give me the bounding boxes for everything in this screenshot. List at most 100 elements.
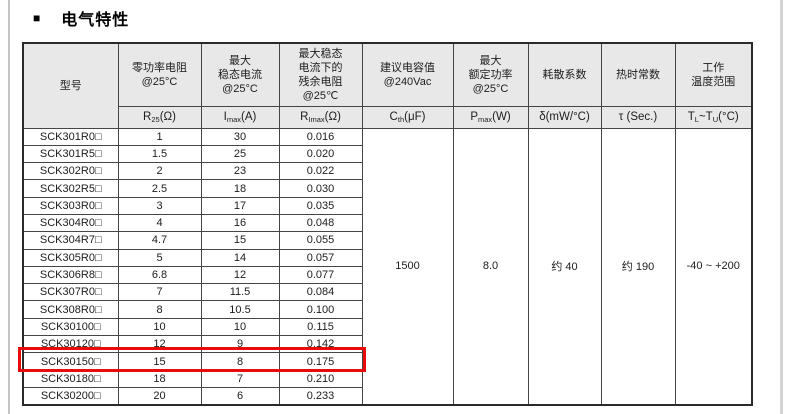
page-left-edge <box>8 0 10 414</box>
cell-model: SCK301R5□ <box>22 144 119 164</box>
cell-model: SCK303R0□ <box>22 196 119 215</box>
cell-rimax: 0.048 <box>278 213 363 233</box>
symbol-text: C <box>389 111 398 123</box>
header-line: 工作 <box>702 61 725 74</box>
table-row: SCK307R0□ 7 11.5 0.084 <box>22 283 752 302</box>
symbol-text: (W) <box>492 111 511 123</box>
table-row: SCK304R0□ 4 16 0.048 <box>22 213 752 233</box>
cell-model: SCK30100□ <box>22 317 119 337</box>
cell-r25: 2 <box>117 162 202 181</box>
header-row-symbols: R25(Ω) Imax(A) R Imax (Ω) Cth(μF) Pmax(W) δ(mW/… <box>23 105 753 129</box>
cell-r25: 4.7 <box>117 231 202 250</box>
cell-model: SCK301R0□ <box>22 127 119 146</box>
cell-r25: 2.5 <box>117 179 202 198</box>
table-row: SCK301R5□ 1.5 25 0.020 <box>22 144 752 164</box>
column-header-r25: 零功率电阻 @25°C <box>117 42 202 107</box>
cell-rimax: 0.100 <box>278 300 363 319</box>
column-header-tau: 热时常数 <box>600 42 676 107</box>
header-line: @240Vac <box>383 75 432 88</box>
cell-r25: 6.8 <box>117 265 202 285</box>
cell-r25: 15 <box>117 352 202 371</box>
merged-cell-delta: 约 40 <box>527 127 602 406</box>
header-line: 最大 <box>479 54 502 67</box>
cell-model: SCK307R0□ <box>22 283 119 302</box>
cell-model: SCK30120□ <box>22 335 119 354</box>
cell-model: SCK305R0□ <box>22 248 119 267</box>
table-row: SCK301R0□ 1 30 0.016 1500 8.0 约 40 约 190 -40 ~ +… <box>22 127 753 406</box>
cell-imax: 10 <box>200 317 280 337</box>
cell-r25: 5 <box>117 248 202 267</box>
table-row: SCK308R0□ 8 10.5 0.100 <box>22 300 752 319</box>
symbol-text: ~T <box>698 111 713 123</box>
header-line: 稳态电流 <box>218 68 262 81</box>
header-line: @25°C <box>141 75 178 88</box>
column-header-delta: 耗散系数 <box>527 42 602 107</box>
section-title: ■ 电气特性 <box>33 6 129 30</box>
table-row: SCK306R8□ 6.8 12 0.077 <box>22 265 752 285</box>
symbol-text: τ (Sec.) <box>618 111 658 123</box>
table-row: SCK302R5□ 2.5 18 0.030 <box>22 179 752 198</box>
section-bullet-icon: ■ <box>33 11 41 25</box>
header-line: @25°C <box>472 82 509 95</box>
cell-rimax: 0.115 <box>278 317 363 337</box>
table-row: SCK30200□ 20 6 0.233 <box>22 386 752 406</box>
symbol-subscript: L <box>694 115 699 124</box>
cell-imax: 15 <box>200 231 280 250</box>
cell-rimax: 0.142 <box>278 335 363 354</box>
column-symbol-imax: Imax(A) <box>200 105 280 129</box>
table-head: 型号 零功率电阻 @25°C 最大 稳态电流 @25°C 最大稳态 电流下的 残余电阻 @25℃ 建… <box>22 42 753 129</box>
column-symbol-tau: τ (Sec.) <box>600 105 676 129</box>
header-line: 耗散系数 <box>542 68 587 81</box>
cell-rimax: 0.020 <box>278 144 363 164</box>
table-row: SCK30100□ 10 10 0.115 <box>22 317 752 337</box>
symbol-subscript: th <box>397 115 405 124</box>
header-line: 零功率电阻 <box>132 61 187 74</box>
cell-imax: 6 <box>200 386 280 406</box>
cell-rimax: 0.233 <box>278 386 363 406</box>
cell-imax: 9 <box>200 335 280 354</box>
merged-cell-pmax: 8.0 <box>452 127 529 406</box>
header-line: @25°C <box>222 82 258 95</box>
symbol-text: I <box>223 111 227 123</box>
symbol-text: (°C) <box>718 111 739 123</box>
symbol-text: (μF) <box>404 111 426 123</box>
cell-r25: 18 <box>117 369 202 388</box>
header-line: 热时常数 <box>616 68 660 81</box>
column-symbol-r25: R25(Ω) <box>117 105 202 129</box>
cell-imax: 18 <box>200 179 280 198</box>
cell-imax: 16 <box>200 213 280 233</box>
cell-rimax: 0.016 <box>278 127 363 146</box>
symbol-text: R <box>300 111 309 123</box>
cell-model: SCK302R0□ <box>22 162 119 181</box>
symbol-text: R <box>143 111 152 123</box>
merged-cell-trange: -40 ~ +200 <box>674 127 753 406</box>
column-header-imax: 最大 稳态电流 @25°C <box>200 42 280 107</box>
header-row-titles: 型号 零功率电阻 @25°C 最大 稳态电流 @25°C 最大稳态 电流下的 残余电阻 @25℃ 建… <box>22 42 753 129</box>
table-body: SCK301R0□ 1 30 0.016 1500 8.0 约 40 约 190 -40 ~ +… <box>22 127 753 406</box>
header-line: 温度范围 <box>691 75 736 88</box>
symbol-text: (Ω) <box>159 111 176 123</box>
symbol-text: P <box>470 111 478 123</box>
cell-imax: 7 <box>200 369 280 388</box>
merged-cell-cth: 1500 <box>361 127 454 406</box>
header-line: @25℃ <box>302 89 339 102</box>
header-line: 额定功率 <box>468 68 513 81</box>
column-symbol-pmax: Pmax(W) <box>452 105 529 129</box>
cell-rimax: 0.057 <box>278 248 363 267</box>
symbol-subscript: max <box>226 115 242 124</box>
cell-rimax: 0.077 <box>278 265 363 285</box>
symbol-text: T <box>687 111 695 123</box>
symbol-text: (A) <box>241 111 257 123</box>
cell-r25: 1 <box>117 127 202 146</box>
column-symbol-delta: δ(mW/°C) <box>527 105 602 129</box>
symbol-text: (Ω) <box>324 111 341 123</box>
cell-model: SCK30150□ <box>22 352 119 371</box>
cell-r25: 20 <box>117 386 202 406</box>
column-header-rimax: 最大稳态 电流下的 残余电阻 @25℃ <box>278 42 363 107</box>
header-line: 残余电阻 <box>298 75 343 88</box>
header-line: 电流下的 <box>298 61 343 74</box>
symbol-text: δ(mW/°C) <box>539 111 590 123</box>
cell-r25: 10 <box>117 317 202 337</box>
table-row: SCK303R0□ 3 17 0.035 <box>22 196 752 215</box>
